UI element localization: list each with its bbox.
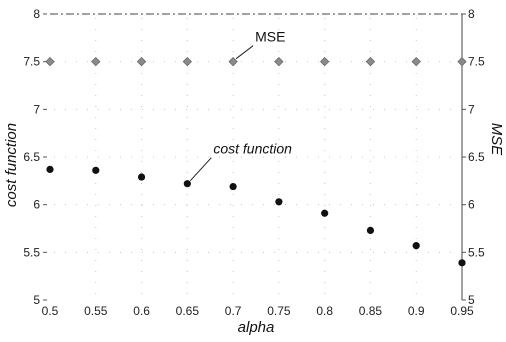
data-point bbox=[275, 198, 283, 206]
annotations: MSE cost function bbox=[189, 29, 292, 182]
right-y-tick-label: 6.5 bbox=[468, 150, 485, 164]
data-point bbox=[45, 57, 55, 67]
data-point bbox=[320, 57, 330, 67]
right-y-tick-label: 8 bbox=[468, 7, 475, 21]
left-y-axis-ticks: 5 5.5 6 6.5 7 7.5 8 bbox=[23, 7, 47, 307]
left-y-tick-label: 6 bbox=[33, 198, 40, 212]
left-y-axis-title: cost function bbox=[3, 123, 20, 207]
x-tick-label: 0.75 bbox=[267, 304, 291, 318]
x-tick-label: 0.9 bbox=[408, 304, 425, 318]
right-y-axis-ticks: 5 5.5 6 6.5 7 7.5 8 bbox=[462, 7, 485, 307]
data-point bbox=[412, 242, 420, 250]
data-point bbox=[46, 165, 54, 173]
data-point bbox=[365, 57, 376, 67]
right-y-tick-label: 5 bbox=[468, 293, 475, 307]
left-y-tick-label: 5.5 bbox=[23, 245, 40, 259]
data-point bbox=[458, 259, 466, 267]
data-point bbox=[183, 180, 191, 188]
right-y-tick-label: 7 bbox=[468, 102, 475, 116]
series-cost-function bbox=[46, 165, 466, 267]
left-y-tick-label: 5 bbox=[33, 293, 40, 307]
data-point bbox=[228, 57, 238, 67]
right-y-tick-label: 5.5 bbox=[468, 245, 485, 259]
annotation-leader-line bbox=[189, 157, 212, 182]
x-tick-label: 0.8 bbox=[316, 304, 333, 318]
series bbox=[45, 57, 467, 267]
series-mse bbox=[45, 57, 467, 67]
data-point bbox=[91, 57, 101, 67]
data-point bbox=[137, 173, 146, 181]
data-point bbox=[182, 57, 192, 67]
annotation-label: MSE bbox=[255, 29, 285, 45]
data-point bbox=[92, 166, 100, 174]
x-tick-label: 0.6 bbox=[133, 304, 150, 318]
data-point bbox=[136, 57, 147, 67]
data-point bbox=[411, 57, 421, 67]
right-y-tick-label: 6 bbox=[468, 198, 475, 212]
left-y-tick-label: 6.5 bbox=[23, 150, 40, 164]
x-axis-title: alpha bbox=[238, 319, 275, 336]
left-y-tick-label: 7.5 bbox=[23, 55, 40, 69]
data-point bbox=[457, 57, 467, 67]
data-point bbox=[229, 182, 237, 191]
x-tick-label: 0.7 bbox=[225, 304, 242, 318]
annotation-label: cost function bbox=[213, 141, 292, 157]
x-tick-label: 0.95 bbox=[450, 304, 474, 318]
x-tick-label: 0.85 bbox=[359, 304, 383, 318]
left-y-tick-label: 7 bbox=[33, 102, 40, 116]
x-tick-label: 0.65 bbox=[176, 304, 200, 318]
x-axis-ticks: 0.5 0.55 0.6 0.65 0.7 0.75 0.8 0.85 0.9 0.95 bbox=[42, 304, 474, 318]
right-y-axis-title: MSE bbox=[488, 123, 505, 157]
right-y-tick-label: 7.5 bbox=[468, 55, 485, 69]
data-point bbox=[274, 57, 284, 67]
x-tick-label: 0.55 bbox=[84, 304, 108, 318]
annotation-leader-line bbox=[235, 45, 254, 60]
x-tick-label: 0.5 bbox=[42, 304, 59, 318]
data-point bbox=[321, 209, 329, 217]
grid bbox=[54, 18, 463, 300]
left-y-tick-label: 8 bbox=[33, 7, 40, 21]
data-point bbox=[366, 226, 375, 235]
